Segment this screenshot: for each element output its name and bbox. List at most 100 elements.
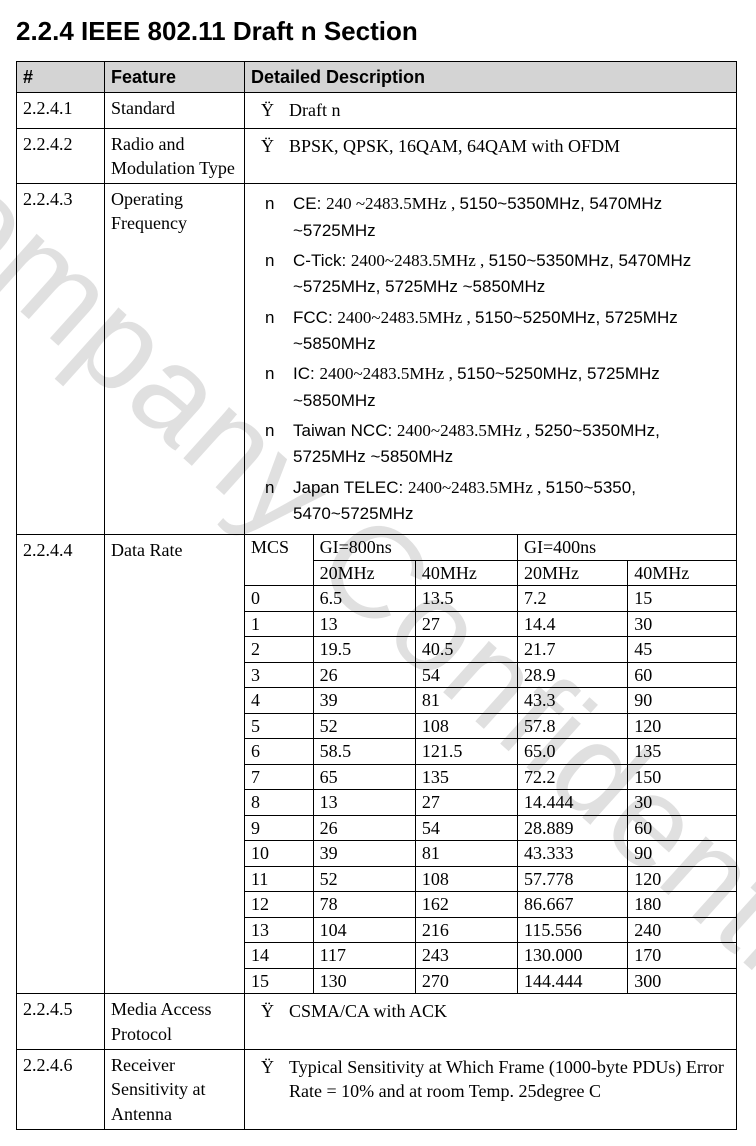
- cell-feature: Data Rate: [105, 535, 245, 994]
- rate-cell: 14.444: [518, 790, 628, 816]
- mcs-header: MCS: [245, 535, 313, 586]
- rate-cell: 135: [415, 764, 517, 790]
- rate-row: 3265428.960: [245, 662, 736, 688]
- rate-cell: 270: [415, 968, 517, 993]
- rate-cell: 7.2: [518, 586, 628, 612]
- rate-cell: 28.889: [518, 815, 628, 841]
- rate-cell: 86.667: [518, 892, 628, 918]
- rate-cell: 115.556: [518, 917, 628, 943]
- rate-cell: 7: [245, 764, 313, 790]
- rate-cell: 13: [313, 790, 415, 816]
- rate-cell: 78: [313, 892, 415, 918]
- rate-cell: 58.5: [313, 739, 415, 765]
- rate-row: 8132714.44430: [245, 790, 736, 816]
- rate-cell: 6: [245, 739, 313, 765]
- gi400-header: GI=400ns: [518, 535, 736, 560]
- rate-cell: 14.4: [518, 611, 628, 637]
- cell-num: 2.2.4.2: [17, 128, 105, 184]
- cell-feature: Media Access Protocol: [105, 994, 245, 1050]
- rate-cell: 19.5: [313, 637, 415, 663]
- rate-row: 219.540.521.745: [245, 637, 736, 663]
- bullet-item: BPSK, QPSK, 16QAM, 64QAM with OFDM: [255, 134, 730, 158]
- rate-cell: 81: [415, 688, 517, 714]
- rate-row: 4398143.390: [245, 688, 736, 714]
- rate-cell: 8: [245, 790, 313, 816]
- rate-cell: 54: [415, 815, 517, 841]
- rate-cell: 6.5: [313, 586, 415, 612]
- rate-cell: 15: [628, 586, 736, 612]
- cell-num: 2.2.4.4: [17, 535, 105, 994]
- rate-cell: 130.000: [518, 943, 628, 969]
- rate-cell: 0: [245, 586, 313, 612]
- rate-cell: 135: [628, 739, 736, 765]
- rate-cell: 72.2: [518, 764, 628, 790]
- rate-cell: 14: [245, 943, 313, 969]
- rate-cell: 21.7: [518, 637, 628, 663]
- cell-num: 2.2.4.5: [17, 994, 105, 1050]
- rate-cell: 43.333: [518, 841, 628, 867]
- rate-row: 127816286.667180: [245, 892, 736, 918]
- rate-row: 14117243130.000170: [245, 943, 736, 969]
- bullet-item: CSMA/CA with ACK: [255, 999, 730, 1023]
- rate-cell: 130: [313, 968, 415, 993]
- rate-cell: 52: [313, 866, 415, 892]
- rate-cell: 216: [415, 917, 517, 943]
- bullet-item: Draft n: [255, 98, 730, 122]
- rate-cell: 65.0: [518, 739, 628, 765]
- rate-row: 13104216115.556240: [245, 917, 736, 943]
- table-row: 2.2.4.3 Operating Frequency CE: 240 ~248…: [17, 184, 737, 535]
- cell-desc: MCS GI=800ns GI=400ns 20MHz 40MHz 20MHz …: [245, 535, 737, 994]
- rate-cell: 57.778: [518, 866, 628, 892]
- rate-cell: 9: [245, 815, 313, 841]
- rate-cell: 4: [245, 688, 313, 714]
- cell-desc: CSMA/CA with ACK: [245, 994, 737, 1050]
- table-header-row: # Feature Detailed Description: [17, 62, 737, 93]
- rate-cell: 13.5: [415, 586, 517, 612]
- rate-cell: 26: [313, 662, 415, 688]
- rate-row: 15130270144.444300: [245, 968, 736, 993]
- rate-cell: 144.444: [518, 968, 628, 993]
- bw-header: 40MHz: [628, 560, 736, 586]
- rate-cell: 5: [245, 713, 313, 739]
- rate-cell: 40.5: [415, 637, 517, 663]
- rate-row: 115210857.778120: [245, 866, 736, 892]
- header-desc: Detailed Description: [245, 62, 737, 93]
- rate-cell: 162: [415, 892, 517, 918]
- freq-item: FCC: 2400~2483.5MHz , 5150~5250MHz, 5725…: [259, 305, 730, 358]
- rate-cell: 240: [628, 917, 736, 943]
- rate-cell: 54: [415, 662, 517, 688]
- cell-num: 2.2.4.3: [17, 184, 105, 535]
- rate-cell: 120: [628, 866, 736, 892]
- section-title: 2.2.4 IEEE 802.11 Draft n Section: [16, 16, 740, 47]
- rate-cell: 65: [313, 764, 415, 790]
- freq-item: C-Tick: 2400~2483.5MHz , 5150~5350MHz, 5…: [259, 248, 730, 301]
- table-row: 2.2.4.1 Standard Draft n: [17, 93, 737, 128]
- rate-cell: 27: [415, 611, 517, 637]
- rate-cell: 2: [245, 637, 313, 663]
- rate-row: 06.513.57.215: [245, 586, 736, 612]
- bullet-item: Typical Sensitivity at Which Frame (1000…: [255, 1055, 730, 1104]
- cell-desc: Typical Sensitivity at Which Frame (1000…: [245, 1049, 737, 1129]
- gi800-header: GI=800ns: [313, 535, 517, 560]
- table-row: 2.2.4.4 Data Rate MCS GI=800ns GI=400ns …: [17, 535, 737, 994]
- cell-feature: Radio and Modulation Type: [105, 128, 245, 184]
- table-row: 2.2.4.2 Radio and Modulation Type BPSK, …: [17, 128, 737, 184]
- rate-cell: 28.9: [518, 662, 628, 688]
- rate-row: 658.5121.565.0135: [245, 739, 736, 765]
- bw-header: 20MHz: [313, 560, 415, 586]
- rate-cell: 3: [245, 662, 313, 688]
- header-feature: Feature: [105, 62, 245, 93]
- rate-cell: 90: [628, 688, 736, 714]
- rate-cell: 26: [313, 815, 415, 841]
- cell-feature: Standard: [105, 93, 245, 128]
- rate-row: 55210857.8120: [245, 713, 736, 739]
- rate-cell: 121.5: [415, 739, 517, 765]
- rate-row: 10398143.33390: [245, 841, 736, 867]
- rate-cell: 12: [245, 892, 313, 918]
- rate-cell: 117: [313, 943, 415, 969]
- rate-cell: 39: [313, 688, 415, 714]
- header-num: #: [17, 62, 105, 93]
- table-row: 2.2.4.6 Receiver Sensitivity at Antenna …: [17, 1049, 737, 1129]
- rate-cell: 108: [415, 866, 517, 892]
- rate-cell: 180: [628, 892, 736, 918]
